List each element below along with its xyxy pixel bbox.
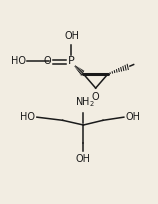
Text: OH: OH (76, 154, 91, 164)
Text: O: O (92, 92, 100, 102)
Text: O: O (43, 56, 51, 66)
Text: NH$_2$: NH$_2$ (75, 95, 95, 109)
Text: OH: OH (65, 31, 80, 41)
Text: HO: HO (20, 112, 35, 122)
Text: OH: OH (126, 112, 141, 122)
Text: HO: HO (12, 56, 27, 66)
Text: P: P (68, 56, 75, 66)
